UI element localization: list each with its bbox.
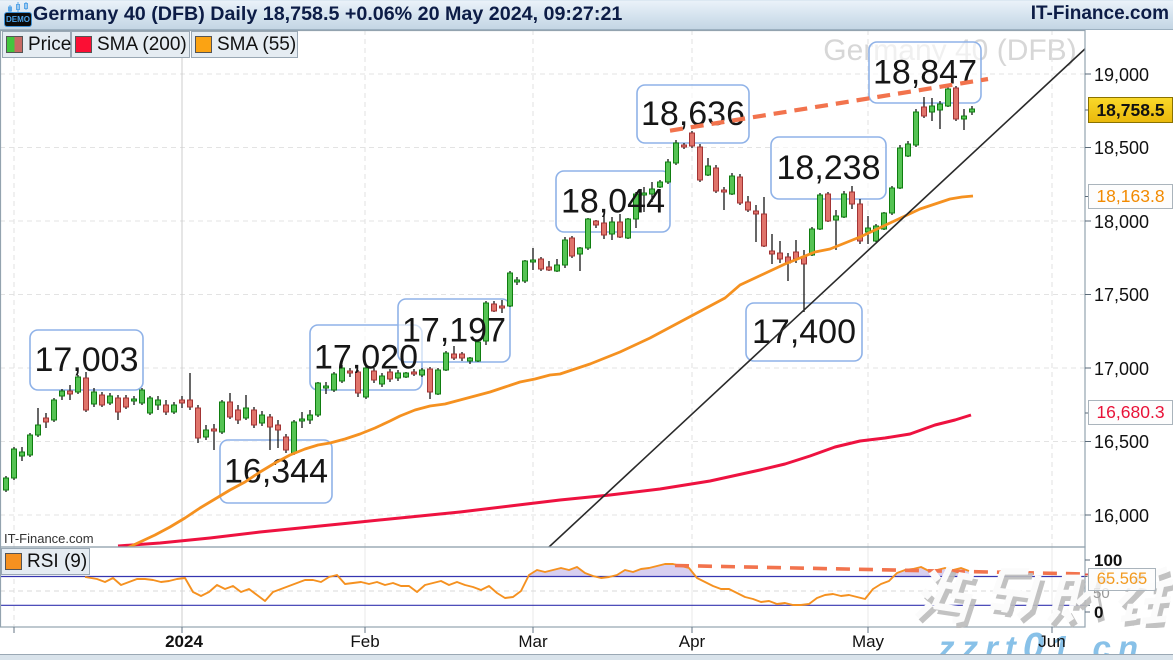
svg-text:17,197: 17,197 [402,312,506,350]
svg-text:17,400: 17,400 [752,313,856,351]
svg-text:17,003: 17,003 [35,341,139,379]
svg-text:18,238: 18,238 [777,149,881,187]
svg-text:IT-Finance.com: IT-Finance.com [4,531,94,546]
svg-text:18,044: 18,044 [561,183,665,221]
svg-text:17,020: 17,020 [314,339,418,377]
svg-text:18,847: 18,847 [873,54,977,92]
